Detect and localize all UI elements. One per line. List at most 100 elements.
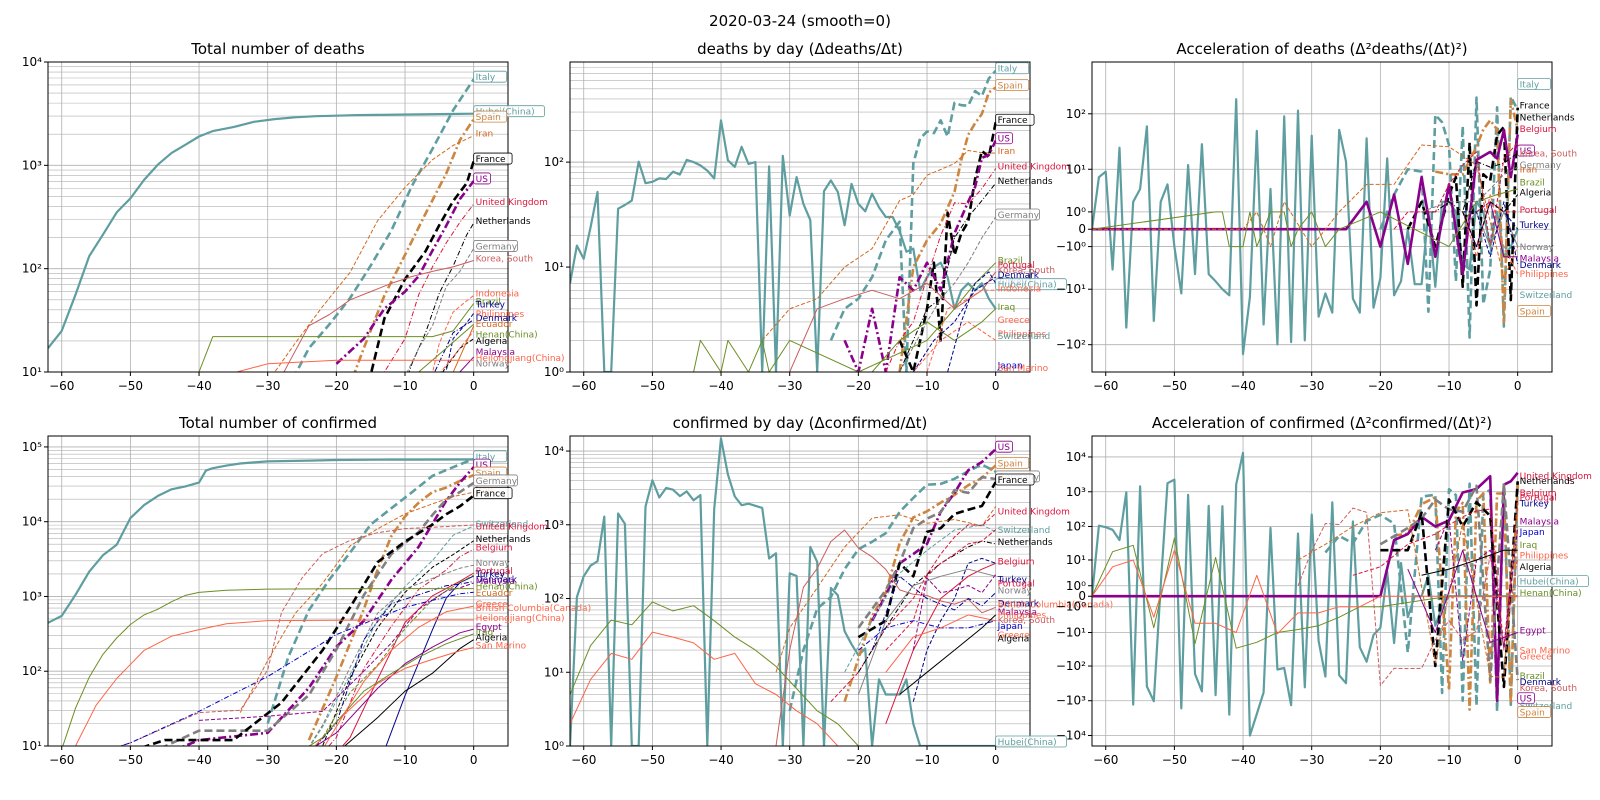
end-label: Algeria bbox=[476, 634, 508, 644]
end-label: Spain bbox=[998, 460, 1023, 470]
end-label: Netherlands bbox=[476, 535, 531, 545]
x-tick-label: −60 bbox=[571, 753, 596, 767]
y-tick-label: 10¹ bbox=[544, 665, 564, 679]
series-line-switzerland bbox=[844, 524, 996, 673]
end-label: Denmark bbox=[476, 314, 518, 324]
x-tick-label: −40 bbox=[186, 379, 211, 393]
y-tick-label: 10⁰ bbox=[1066, 205, 1086, 219]
series-line-egypt bbox=[1407, 549, 1518, 643]
end-label: Portugal bbox=[1520, 493, 1557, 503]
end-label: US bbox=[1520, 695, 1533, 705]
series-line-korea-south bbox=[1297, 507, 1519, 687]
y-tick-label: −10² bbox=[1056, 338, 1086, 352]
series-line-heilongjiang-china- bbox=[1092, 549, 1518, 635]
series-line-denmark bbox=[912, 276, 996, 372]
end-label: Philippines bbox=[476, 310, 525, 320]
series-line-portugal bbox=[341, 572, 474, 746]
end-label: Turkey bbox=[997, 576, 1028, 586]
y-tick-label: 10⁰ bbox=[1066, 579, 1086, 593]
end-label: US bbox=[998, 135, 1011, 145]
x-tick-label: −10 bbox=[914, 753, 939, 767]
end-label: Denmark bbox=[1520, 261, 1562, 271]
x-tick-label: −50 bbox=[1162, 379, 1187, 393]
end-label: Philippines bbox=[998, 330, 1047, 340]
panel-series bbox=[570, 437, 997, 746]
panel-title: Acceleration of deaths (Δ²deaths/(Δt)²) bbox=[1176, 40, 1467, 58]
end-label: Turkey bbox=[475, 301, 506, 311]
series-line-brazil bbox=[314, 574, 474, 746]
x-tick-label: −60 bbox=[1093, 379, 1118, 393]
y-tick-label: −10¹ bbox=[1056, 282, 1086, 296]
end-label: Switzerland bbox=[998, 332, 1051, 342]
y-tick-label: 10² bbox=[544, 592, 564, 606]
end-label: Brazil bbox=[1520, 178, 1545, 188]
end-label: Korea, South bbox=[1520, 150, 1577, 160]
y-tick-label: 10¹ bbox=[1066, 553, 1086, 567]
end-label: Greece bbox=[476, 600, 508, 610]
x-tick-label: −40 bbox=[1230, 379, 1255, 393]
series-line-brazil bbox=[693, 262, 997, 372]
series-line-algeria bbox=[1462, 194, 1519, 248]
panel-series bbox=[570, 69, 997, 372]
series-line-netherlands bbox=[408, 222, 475, 372]
series-line-philippines bbox=[440, 330, 475, 372]
end-label: Portugal bbox=[998, 580, 1035, 590]
y-tick-label: −10⁰ bbox=[1056, 240, 1086, 254]
end-label: Malaysia bbox=[1520, 518, 1559, 528]
end-label: Greece bbox=[998, 631, 1030, 641]
end-label: Germany bbox=[476, 477, 518, 487]
y-tick-label: 10² bbox=[544, 155, 564, 169]
figure-suptitle: 2020-03-24 (smooth=0) bbox=[709, 12, 891, 30]
y-tick-label: −10² bbox=[1056, 659, 1086, 673]
end-label: Belgium bbox=[1520, 489, 1557, 499]
series-line-germany bbox=[406, 248, 475, 372]
end-label: Hubei(China) bbox=[1520, 578, 1579, 588]
panel-frame bbox=[1091, 435, 1553, 747]
end-label: Switzerland bbox=[1520, 291, 1573, 301]
series-line-france bbox=[857, 481, 997, 639]
series-line-us bbox=[335, 180, 475, 365]
series-line-belgium bbox=[328, 548, 474, 746]
x-tick-label: −30 bbox=[255, 753, 280, 767]
end-label: Portugal bbox=[476, 567, 513, 577]
y-tick-label: 10⁴ bbox=[22, 55, 42, 69]
y-tick-label: 0 bbox=[1078, 222, 1086, 236]
end-label: Norway bbox=[476, 559, 511, 569]
end-label: Belgium bbox=[998, 557, 1035, 567]
end-label: Italy bbox=[476, 73, 496, 83]
series-line-iran bbox=[775, 506, 997, 673]
series-line-united-kingdom bbox=[1352, 503, 1519, 649]
y-tick-label: 10⁴ bbox=[544, 444, 564, 458]
series-line-algeria bbox=[899, 614, 997, 695]
series-line-denmark bbox=[871, 575, 997, 651]
series-line-henan-china- bbox=[62, 588, 474, 746]
series-line-philippines bbox=[1462, 194, 1519, 275]
x-tick-label: −10 bbox=[914, 379, 939, 393]
series-line-greece bbox=[885, 614, 996, 673]
end-label: Portugal bbox=[1520, 206, 1557, 216]
panel-grid bbox=[1092, 436, 1552, 746]
series-line-turkey bbox=[947, 271, 997, 372]
y-tick-label: 10³ bbox=[22, 158, 42, 172]
panel-2: −60 −50 −40 −30 −20 −10 0 10² 10¹ 10⁰ 0 −10⁰ −10¹ −10… bbox=[1056, 40, 1577, 393]
end-label: Japan bbox=[997, 622, 1023, 632]
panel-grid bbox=[48, 61, 508, 373]
series-line-korea-south bbox=[789, 271, 997, 372]
end-label: Italy bbox=[998, 65, 1018, 75]
series-line-japan bbox=[118, 591, 474, 746]
end-label: San Marino bbox=[476, 641, 527, 651]
end-label: Greece bbox=[998, 316, 1030, 326]
series-line-malaysia bbox=[459, 356, 475, 372]
end-label: Philippines bbox=[1520, 270, 1569, 280]
end-label: US bbox=[1520, 147, 1533, 157]
x-tick-label: −50 bbox=[1162, 753, 1187, 767]
series-line-korea-south bbox=[775, 529, 996, 746]
end-label: Indonesia bbox=[476, 289, 520, 299]
series-line-norway bbox=[857, 568, 996, 695]
series-line-italy bbox=[266, 457, 475, 724]
end-label: Germany bbox=[476, 242, 518, 252]
end-label: Spain bbox=[476, 469, 501, 479]
end-label: Netherlands bbox=[1520, 477, 1575, 487]
end-label: Spain bbox=[476, 113, 501, 123]
x-tick-label: −50 bbox=[640, 753, 665, 767]
